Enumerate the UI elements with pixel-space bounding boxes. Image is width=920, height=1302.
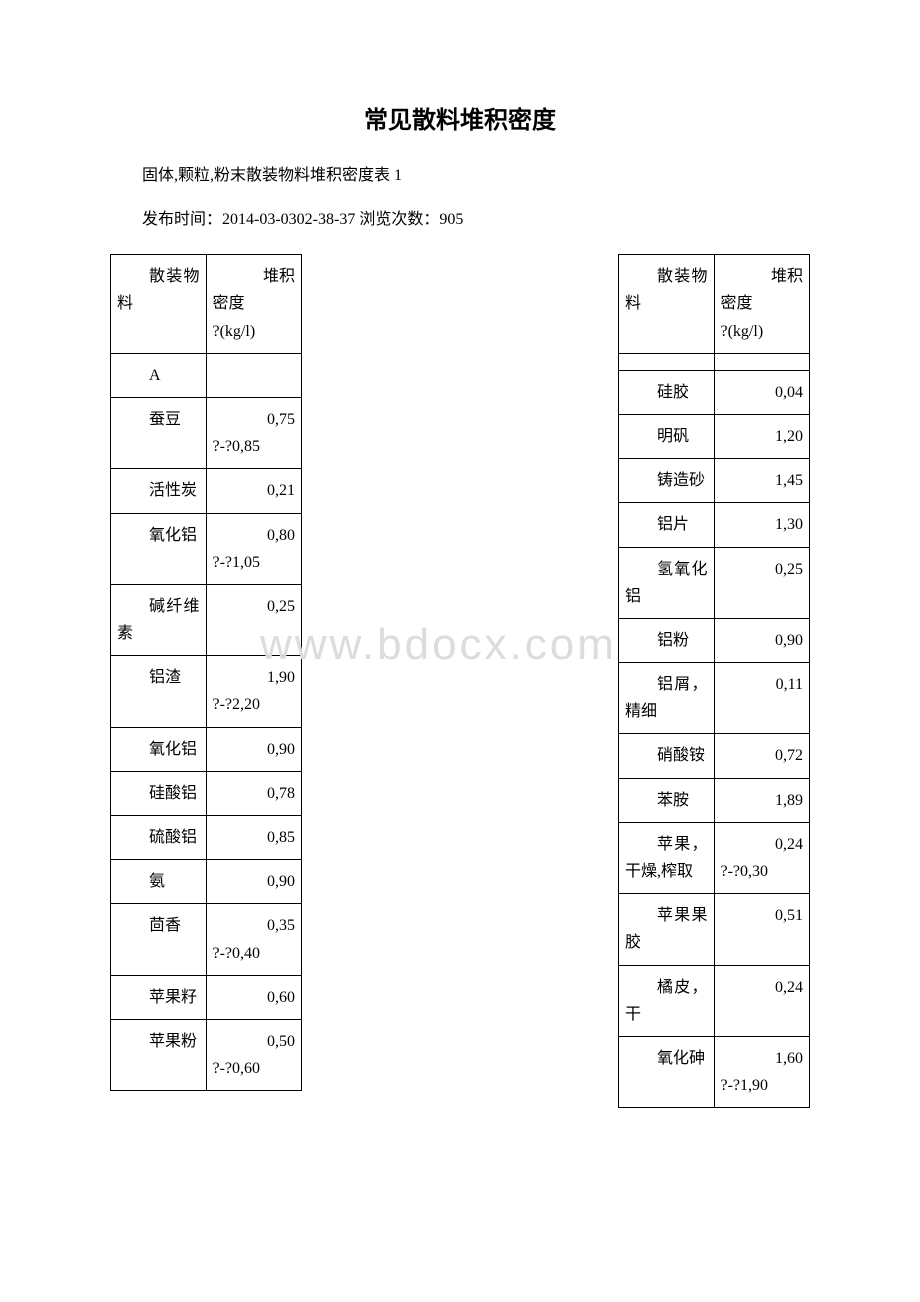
table-row: 明矾1,20 (619, 414, 810, 458)
material-cell: 苹果，干燥,榨取 (619, 822, 715, 893)
density-cell: 0,50?-?0,60 (206, 1019, 302, 1090)
table-row: 活性炭0,21 (111, 469, 302, 513)
density-cell: 0,72 (714, 734, 810, 778)
density-cell: 1,30 (714, 503, 810, 547)
document-page: www.bdocx.com 常见散料堆积密度 固体,颗粒,粉末散装物料堆积密度表… (0, 0, 920, 1148)
density-cell: 0,11 (714, 663, 810, 734)
table-row: 茴香0,35?-?0,40 (111, 904, 302, 975)
material-cell: 铝粉 (619, 618, 715, 662)
material-cell: 明矾 (619, 414, 715, 458)
density-cell: 1,20 (714, 414, 810, 458)
material-cell (619, 353, 715, 370)
table-row: 氢氧化铝0,25 (619, 547, 810, 618)
density-cell: 0,24?-?0,30 (714, 822, 810, 893)
right-table: 散装物料堆积密度?(kg/l) 硅胶0,04明矾1,20铸造砂1,45铝片1,30… (618, 254, 810, 1108)
density-cell: 0,21 (206, 469, 302, 513)
density-cell: 0,90 (714, 618, 810, 662)
table-row: 铸造砂1,45 (619, 459, 810, 503)
density-cell: 0,60 (206, 975, 302, 1019)
material-cell: 氨 (111, 860, 207, 904)
material-cell: 氧化铝 (111, 513, 207, 584)
header-material: 散装物料 (111, 255, 207, 354)
density-cell: 0,90 (206, 860, 302, 904)
table-row: 铝屑，精细0,11 (619, 663, 810, 734)
material-cell: 氧化砷 (619, 1036, 715, 1107)
material-cell: 苯胺 (619, 778, 715, 822)
material-cell: 硫酸铝 (111, 816, 207, 860)
table-row: 苯胺1,89 (619, 778, 810, 822)
table-row: 氨0,90 (111, 860, 302, 904)
left-column: 散装物料堆积密度?(kg/l)A蚕豆0,75?-?0,85活性炭0,21氧化铝0… (110, 254, 302, 1108)
material-cell: 苹果果胶 (619, 894, 715, 965)
density-cell: 0,25 (206, 584, 302, 655)
table-row: 蚕豆0,75?-?0,85 (111, 397, 302, 468)
density-cell: 1,45 (714, 459, 810, 503)
density-cell: 0,85 (206, 816, 302, 860)
table-row: 硫酸铝0,85 (111, 816, 302, 860)
material-cell: 碱纤维素 (111, 584, 207, 655)
table-row: 苹果粉0,50?-?0,60 (111, 1019, 302, 1090)
table-row: 硝酸铵0,72 (619, 734, 810, 778)
column-spacer (302, 254, 618, 1108)
material-cell: 苹果籽 (111, 975, 207, 1019)
material-cell: 铝屑，精细 (619, 663, 715, 734)
material-cell: 硅酸铝 (111, 771, 207, 815)
material-cell: 氢氧化铝 (619, 547, 715, 618)
material-cell: 活性炭 (111, 469, 207, 513)
table-row: 铝片1,30 (619, 503, 810, 547)
density-cell: 0,90 (206, 727, 302, 771)
density-cell: 0,75?-?0,85 (206, 397, 302, 468)
material-cell: 铸造砂 (619, 459, 715, 503)
table-row: 氧化铝0,80?-?1,05 (111, 513, 302, 584)
material-cell: 铝渣 (111, 656, 207, 727)
table-row: 苹果果胶0,51 (619, 894, 810, 965)
header-density: 堆积密度?(kg/l) (206, 255, 302, 354)
left-table: 散装物料堆积密度?(kg/l)A蚕豆0,75?-?0,85活性炭0,21氧化铝0… (110, 254, 302, 1091)
material-cell: 硝酸铵 (619, 734, 715, 778)
material-cell: 苹果粉 (111, 1019, 207, 1090)
table-row: 硅胶0,04 (619, 370, 810, 414)
material-cell: A (111, 353, 207, 397)
density-cell (206, 353, 302, 397)
material-cell: 氧化铝 (111, 727, 207, 771)
right-column: 散装物料堆积密度?(kg/l) 硅胶0,04明矾1,20铸造砂1,45铝片1,30… (618, 254, 810, 1108)
table-row: 氧化砷1,60?-?1,90 (619, 1036, 810, 1107)
tables-wrapper: 散装物料堆积密度?(kg/l)A蚕豆0,75?-?0,85活性炭0,21氧化铝0… (110, 254, 810, 1108)
table-row: 硅酸铝0,78 (111, 771, 302, 815)
material-cell: 铝片 (619, 503, 715, 547)
material-cell: 橘皮，干 (619, 965, 715, 1036)
density-cell: 0,04 (714, 370, 810, 414)
header-density: 堆积密度?(kg/l) (714, 255, 810, 354)
subtitle: 固体,颗粒,粉末散装物料堆积密度表 1 (110, 163, 810, 189)
table-row (619, 353, 810, 370)
density-cell: 1,60?-?1,90 (714, 1036, 810, 1107)
material-cell: 硅胶 (619, 370, 715, 414)
table-row: 铝渣1,90?-?2,20 (111, 656, 302, 727)
header-material: 散装物料 (619, 255, 715, 354)
density-cell: 1,89 (714, 778, 810, 822)
material-cell: 茴香 (111, 904, 207, 975)
page-title: 常见散料堆积密度 (110, 100, 810, 135)
density-cell: 0,80?-?1,05 (206, 513, 302, 584)
density-cell: 0,78 (206, 771, 302, 815)
density-cell (714, 353, 810, 370)
table-row: 氧化铝0,90 (111, 727, 302, 771)
density-cell: 1,90?-?2,20 (206, 656, 302, 727)
density-cell: 0,25 (714, 547, 810, 618)
table-row: A (111, 353, 302, 397)
density-cell: 0,24 (714, 965, 810, 1036)
table-row: 苹果，干燥,榨取0,24?-?0,30 (619, 822, 810, 893)
table-row: 苹果籽0,60 (111, 975, 302, 1019)
density-cell: 0,51 (714, 894, 810, 965)
table-row: 碱纤维素0,25 (111, 584, 302, 655)
table-row: 铝粉0,90 (619, 618, 810, 662)
density-cell: 0,35?-?0,40 (206, 904, 302, 975)
material-cell: 蚕豆 (111, 397, 207, 468)
meta-line: 发布时间：2014-03-0302-38-37 浏览次数：905 (110, 207, 810, 233)
table-row: 橘皮，干0,24 (619, 965, 810, 1036)
